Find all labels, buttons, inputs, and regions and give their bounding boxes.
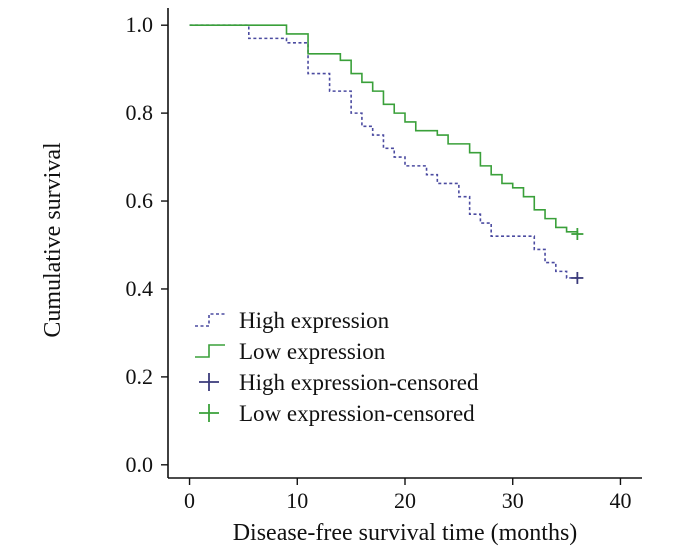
legend-item: Low expression-censored	[199, 401, 475, 426]
y-tick-label: 0.6	[126, 188, 154, 213]
legend-item: High expression	[195, 308, 390, 333]
high-expression-curve	[189, 24, 578, 279]
legend: High expression Low expression High expres…	[195, 308, 479, 426]
legend-label: Low expression	[239, 339, 386, 364]
legend-item: High expression-censored	[199, 370, 479, 395]
y-tick-label: 0.4	[126, 276, 154, 301]
x-tick-label: 10	[286, 488, 308, 513]
x-tick-label: 30	[502, 488, 524, 513]
high-expression-censor-mark	[571, 271, 584, 284]
x-tick-label: 20	[394, 488, 416, 513]
axes: 0 10 20 30 40 0.0 0.2 0.4 0.6 0.8 1.0	[126, 8, 642, 513]
y-tick-label: 1.0	[126, 12, 154, 37]
y-tick-label: 0.0	[126, 452, 154, 477]
legend-label: High expression-censored	[239, 370, 479, 395]
y-tick-label: 0.8	[126, 100, 154, 125]
legend-label: Low expression-censored	[239, 401, 475, 426]
legend-swatch-line	[195, 344, 225, 358]
legend-swatch-line	[195, 313, 225, 327]
legend-label: High expression	[239, 308, 390, 333]
low-expression-censor-mark	[571, 228, 584, 241]
legend-item: Low expression	[195, 339, 386, 364]
x-tick-label: 0	[184, 488, 195, 513]
y-tick-label: 0.2	[126, 364, 154, 389]
series-layer	[189, 24, 584, 284]
low-expression-curve	[189, 24, 579, 235]
x-tick-label: 40	[609, 488, 631, 513]
y-axis-label: Cumulative survival	[40, 142, 66, 338]
x-axis-label: Disease-free survival time (months)	[233, 520, 578, 546]
